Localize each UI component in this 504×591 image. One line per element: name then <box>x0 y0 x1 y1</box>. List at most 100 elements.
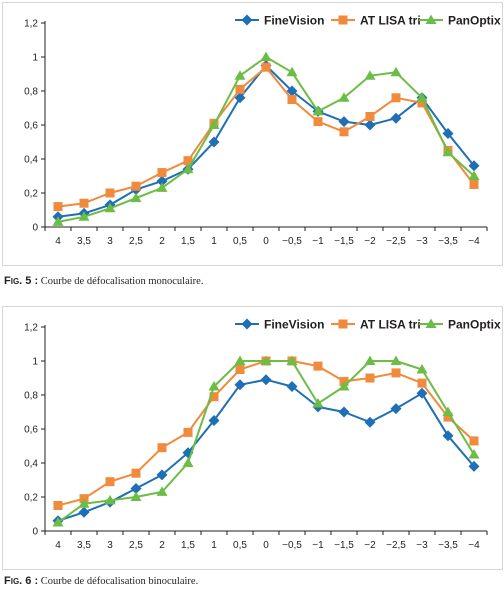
at-lisa-tri-point <box>79 198 89 208</box>
x-tick-label: −4 <box>468 236 480 247</box>
x-tick-label: 2 <box>159 540 165 551</box>
legend-panoptix-marker <box>425 318 437 328</box>
finevision-point <box>208 415 220 426</box>
x-tick-label: 2,5 <box>129 540 143 551</box>
at-lisa-tri-point <box>313 361 323 371</box>
at-lisa-tri-point <box>53 202 63 212</box>
at-lisa-tri-point <box>417 98 427 108</box>
panoptix-point <box>338 92 350 102</box>
y-tick-label: 0 <box>32 527 38 538</box>
at-lisa-tri-point <box>105 188 115 198</box>
x-tick-label: −1 <box>312 236 324 247</box>
panoptix-point <box>338 381 350 391</box>
x-tick-label: −4 <box>468 540 480 551</box>
defocus-curve-monocular-chart: 0 0,2 0,4 0,6 0,8 1 1,2 4 3,5 3 2,5 2 1,5 1 0,5 0 −0,5 −1… <box>24 14 501 248</box>
panoptix-point <box>182 163 194 174</box>
at-lisa-tri-point <box>391 93 401 103</box>
legend-at-lisa-tri-label: AT LISA tri <box>360 14 421 28</box>
x-tick-label: −2 <box>364 540 376 551</box>
panoptix-point <box>234 355 246 365</box>
panoptix-point <box>312 105 324 116</box>
x-tick-label: −1 <box>312 540 324 551</box>
finevision-point <box>338 406 350 418</box>
figure-5-caption: Fig. 5 : Courbe de défocalisation monocu… <box>4 275 203 287</box>
finevision-point <box>364 119 376 131</box>
finevision-point <box>286 381 298 392</box>
panoptix-point <box>364 70 376 80</box>
y-tick-label: 0,8 <box>24 391 38 402</box>
at-lisa-tri-point <box>53 501 63 510</box>
y-tick-label: 1,2 <box>24 19 38 30</box>
at-lisa-tri-point <box>105 477 115 487</box>
panoptix-point <box>468 449 480 459</box>
panoptix-point <box>104 202 116 213</box>
finevision-point <box>234 379 246 391</box>
x-tick-label: 1 <box>211 540 217 551</box>
panoptix-point <box>78 498 90 508</box>
x-tick-label: −3,5 <box>438 540 458 551</box>
panoptix-line <box>57 56 475 223</box>
panoptix-point <box>260 51 272 61</box>
at-lisa-tri-point <box>313 117 323 127</box>
panoptix-point <box>52 216 64 226</box>
panoptix-point <box>390 355 402 365</box>
x-tick-label: −2,5 <box>386 236 406 247</box>
at-lisa-tri-point <box>261 62 271 72</box>
y-tick-label: 0,4 <box>24 155 38 166</box>
x-tick-label: 2 <box>159 236 165 247</box>
finevision-point <box>416 387 428 399</box>
panoptix-point <box>208 381 220 391</box>
panoptix-point <box>312 398 324 408</box>
panoptix-point <box>156 486 168 496</box>
at-lisa-tri-point <box>469 436 479 446</box>
legend-panoptix-label: PanOptix <box>448 318 501 332</box>
figure-5-chart: 0 0,2 0,4 0,6 0,8 1 1,2 4 3,5 3 2,5 2 1,5 1 0,5 0 −0,5 −1… <box>2 2 503 266</box>
y-tick-label: 1,2 <box>24 323 38 334</box>
panoptix-point <box>416 92 428 102</box>
x-tick-label: −3,5 <box>438 236 458 247</box>
legend-at-lisa-tri-marker <box>338 319 348 329</box>
at-lisa-tri-point <box>209 392 219 402</box>
finevision-point <box>364 416 376 428</box>
y-tick-label: 1 <box>32 53 38 64</box>
x-tick-label: 1,5 <box>181 236 195 247</box>
panoptix-point <box>260 355 272 365</box>
at-lisa-tri-point <box>157 443 167 453</box>
defocus-curve-binocular-chart: 0 0,2 0,4 0,6 0,8 1 1,2 4 3,5 3 2,5 2 1,5 1 0,5 0 −0,5 −1… <box>24 318 501 552</box>
figure-5-number: Fig. 5 : <box>4 275 39 287</box>
panoptix-point <box>442 146 454 157</box>
legend-finevision-label: FineVision <box>264 318 324 332</box>
panoptix-point <box>416 364 428 374</box>
x-tick-label: −0,5 <box>282 540 302 551</box>
x-tick-label: −0,5 <box>282 236 302 247</box>
panoptix-point <box>286 355 298 365</box>
x-tick-label: 0,5 <box>233 540 247 551</box>
x-tick-label: −3 <box>416 540 428 551</box>
at-lisa-tri-point <box>183 156 193 166</box>
finevision-point <box>260 374 272 386</box>
y-tick-label: 0,6 <box>24 121 38 132</box>
y-tick-label: 0,2 <box>24 189 38 200</box>
figure-6-caption: Fig. 6 : Courbe de défocalisation binocu… <box>4 575 198 587</box>
finevision-point <box>208 136 220 148</box>
x-tick-label: 1 <box>211 236 217 247</box>
finevision-point <box>442 430 454 442</box>
y-tick-label: 0,2 <box>24 493 38 504</box>
at-lisa-tri-point <box>157 168 167 178</box>
y-tick-label: 0,6 <box>24 425 38 436</box>
y-tick-label: 1 <box>32 357 38 368</box>
x-tick-label: 0 <box>263 236 269 247</box>
legend-at-lisa-tri-marker <box>338 15 348 25</box>
panoptix-point <box>364 355 376 365</box>
legend-finevision-marker <box>241 318 253 330</box>
at-lisa-tri-point <box>287 95 297 104</box>
at-lisa-tri-point <box>417 378 427 388</box>
x-tick-label: 3,5 <box>77 540 91 551</box>
at-lisa-tri-point <box>131 468 141 478</box>
x-tick-label: 2,5 <box>129 236 143 247</box>
x-tick-label: −1,5 <box>334 236 354 247</box>
figure-6-chart: 0 0,2 0,4 0,6 0,8 1 1,2 4 3,5 3 2,5 2 1,5 1 0,5 0 −0,5 −1… <box>2 306 503 570</box>
x-tick-label: −3 <box>416 236 428 247</box>
at-lisa-tri-point <box>365 373 375 383</box>
panoptix-line <box>57 360 475 524</box>
